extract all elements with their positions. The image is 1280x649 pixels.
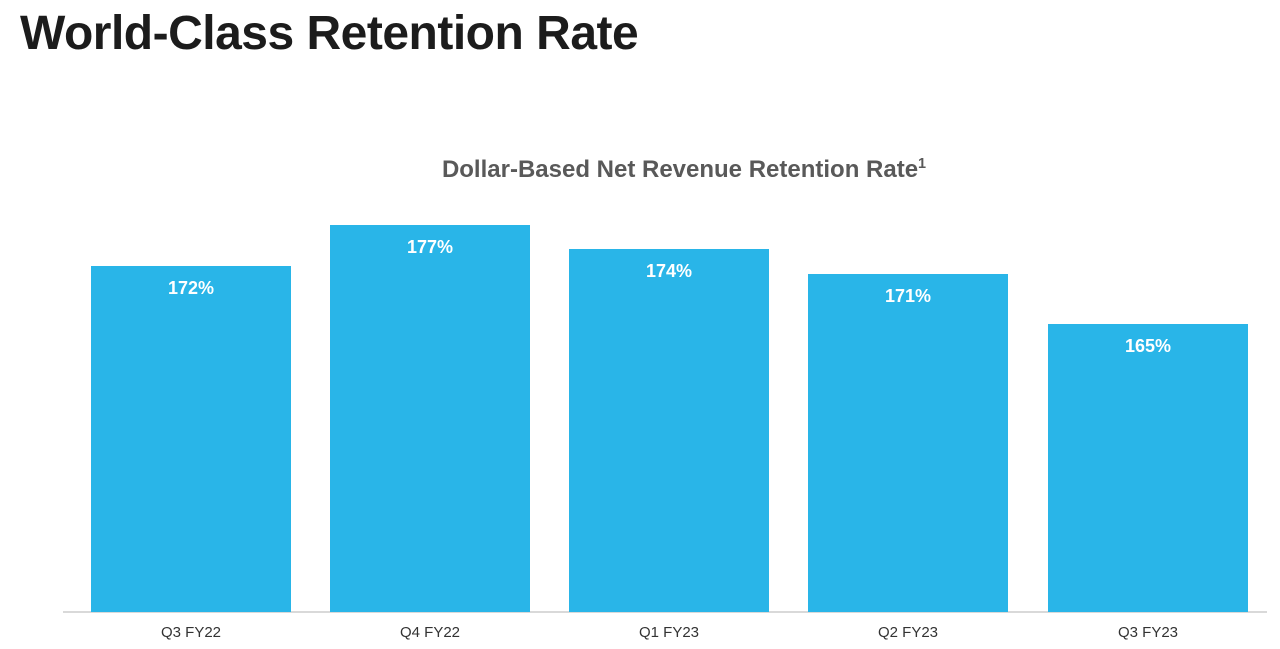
slide-title: World-Class Retention Rate: [20, 7, 639, 60]
bar-value-label: 174%: [645, 261, 693, 281]
chart-title-text: Dollar-Based Net Revenue Retention Rate: [441, 156, 919, 183]
x-axis-label: Q3 FY23: [1117, 624, 1179, 641]
bar-value-label: 177%: [406, 237, 454, 257]
bar: 174%: [569, 249, 769, 612]
x-axis-line: [63, 611, 1267, 613]
bar: 165%: [1048, 324, 1248, 612]
bar: 171%: [808, 274, 1008, 612]
x-axis-label: Q3 FY22: [160, 624, 222, 641]
bar: 177%: [330, 225, 530, 612]
footnote-marker: 1: [918, 156, 927, 172]
chart-title: Dollar-Based Net Revenue Retention Rate1: [84, 156, 1280, 184]
bar: 172%: [91, 266, 291, 612]
x-axis-label: Q2 FY23: [877, 624, 939, 641]
bar-value-label: 171%: [884, 286, 932, 306]
x-axis-label: Q4 FY22: [399, 624, 461, 641]
bar-value-label: 165%: [1124, 336, 1172, 356]
x-axis-label: Q1 FY23: [638, 624, 700, 641]
bar-value-label: 172%: [167, 278, 215, 298]
